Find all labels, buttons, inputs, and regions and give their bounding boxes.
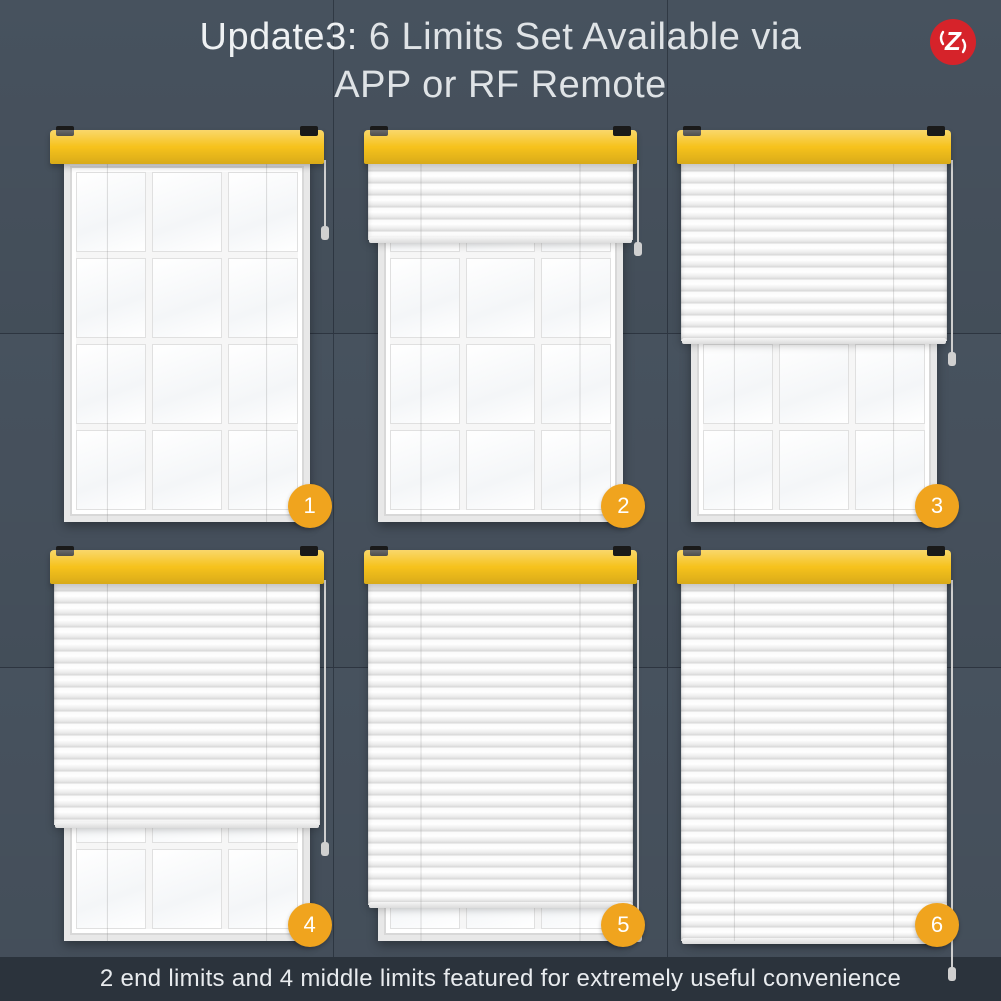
blinds	[681, 580, 947, 942]
window-frame	[64, 160, 310, 522]
window-pane	[855, 430, 925, 510]
valance-bar	[364, 130, 638, 164]
pull-cord	[324, 160, 326, 230]
position-badge-5: 5	[601, 903, 645, 947]
window-pane	[228, 172, 298, 252]
window-pane	[390, 258, 460, 338]
window-cell-2: 2	[364, 130, 638, 522]
window-pane	[779, 344, 849, 424]
position-badge-3: 3	[915, 484, 959, 528]
window-pane	[152, 172, 222, 252]
position-badge-6: 6	[915, 903, 959, 947]
blinds	[368, 160, 634, 240]
window-pane	[779, 430, 849, 510]
blinds	[368, 580, 634, 905]
headline-line2: APP or RF Remote	[334, 64, 667, 106]
window-pane	[152, 849, 222, 929]
window-assembly	[677, 550, 951, 942]
window-pane	[541, 258, 611, 338]
window-cell-5: 5	[364, 550, 638, 942]
window-pane	[76, 344, 146, 424]
footer-text: 2 end limits and 4 middle limits feature…	[100, 965, 901, 993]
window-assembly	[50, 550, 324, 942]
window-pane	[76, 258, 146, 338]
pull-cord	[637, 160, 639, 246]
window-grid: 123456	[50, 130, 951, 941]
position-badge-1: 1	[288, 484, 332, 528]
window-pane	[152, 258, 222, 338]
window-pane	[76, 849, 146, 929]
window-cell-3: 3	[677, 130, 951, 522]
window-pane	[703, 430, 773, 510]
blinds	[54, 580, 320, 826]
window-pane	[390, 344, 460, 424]
window-pane	[152, 430, 222, 510]
window-pane	[541, 344, 611, 424]
window-pane	[76, 430, 146, 510]
headline-rest-1: 6 Limits Set Available via	[358, 16, 802, 58]
window-pane	[76, 172, 146, 252]
window-pane	[541, 430, 611, 510]
zigbee-icon: Z	[929, 18, 977, 66]
pull-cord	[637, 580, 639, 932]
valance-bar	[50, 550, 324, 584]
window-pane	[228, 344, 298, 424]
valance-bar	[50, 130, 324, 164]
headline-prefix: Update3:	[200, 16, 358, 58]
window-cell-1: 1	[50, 130, 324, 522]
window-pane	[466, 258, 536, 338]
window-panes	[76, 172, 298, 510]
valance-bar	[364, 550, 638, 584]
valance-bar	[677, 550, 951, 584]
window-cell-6: 6	[677, 550, 951, 942]
window-pane	[228, 430, 298, 510]
window-pane	[466, 344, 536, 424]
headline: Update3: 6 Limits Set Available via APP …	[0, 14, 1001, 109]
window-assembly	[50, 130, 324, 522]
footer-bar: 2 end limits and 4 middle limits feature…	[0, 957, 1001, 1001]
window-pane	[466, 430, 536, 510]
window-pane	[855, 344, 925, 424]
window-pane	[152, 344, 222, 424]
zigbee-letter: Z	[944, 26, 962, 56]
window-assembly	[364, 130, 638, 522]
window-cell-4: 4	[50, 550, 324, 942]
window-pane	[228, 258, 298, 338]
window-pane	[228, 849, 298, 929]
infographic-canvas: Update3: 6 Limits Set Available via APP …	[0, 0, 1001, 1001]
window-pane	[703, 344, 773, 424]
pull-cord	[951, 160, 953, 356]
pull-cord	[324, 580, 326, 846]
window-assembly	[677, 130, 951, 522]
valance-bar	[677, 130, 951, 164]
position-badge-2: 2	[601, 484, 645, 528]
position-badge-4: 4	[288, 903, 332, 947]
blinds	[681, 160, 947, 341]
window-assembly	[364, 550, 638, 942]
window-pane	[390, 430, 460, 510]
